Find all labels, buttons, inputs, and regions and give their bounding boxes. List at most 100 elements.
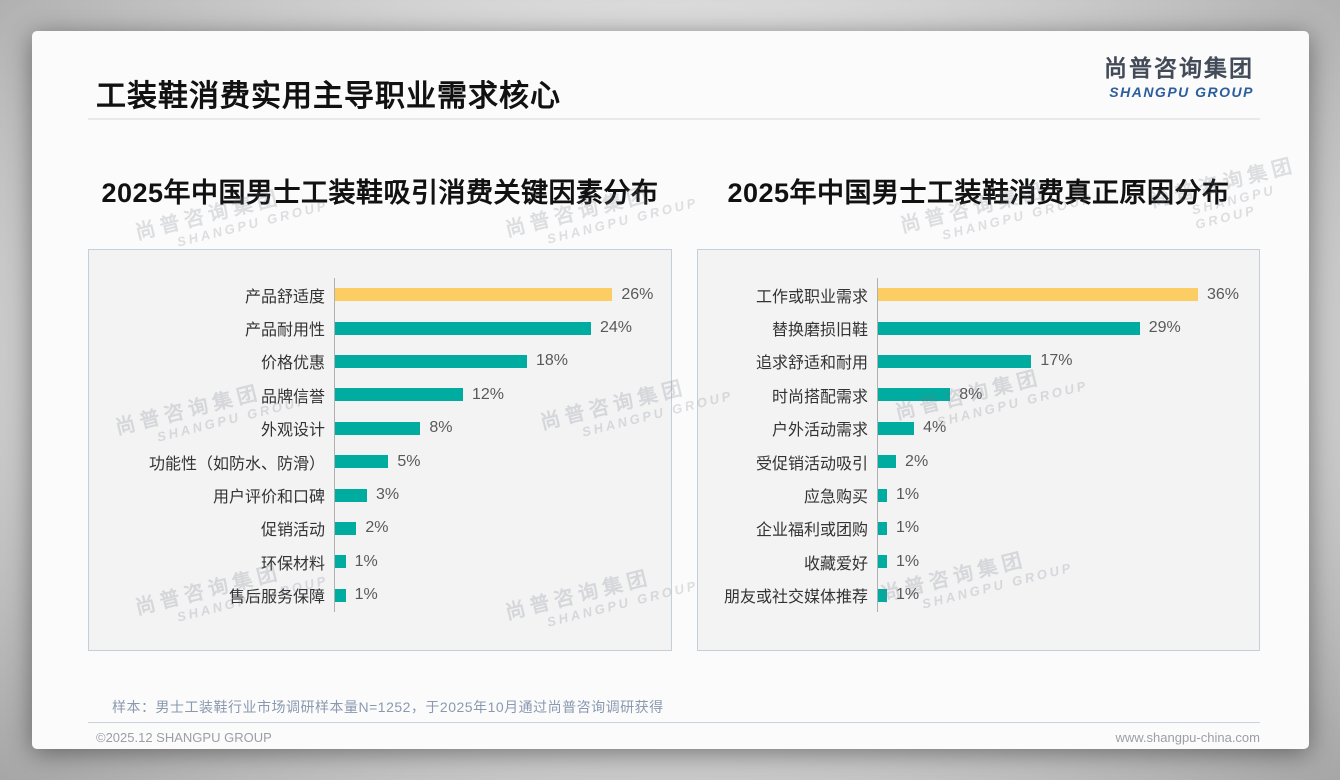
category-label: 功能性（如防水、防滑）: [148, 455, 325, 473]
value-label: 18%: [536, 352, 569, 370]
bar: [878, 321, 1140, 335]
chart-title-right: 2025年中国男士工装鞋消费真正原因分布: [727, 178, 1230, 208]
category-label: 环保材料: [260, 555, 325, 573]
value-label: 2%: [365, 519, 389, 537]
value-label: 4%: [923, 419, 947, 437]
bar-row: 企业福利或团购 1%: [698, 511, 1259, 546]
bar: [878, 488, 888, 502]
category-label: 追求舒适和耐用: [755, 355, 868, 373]
bar-row: 功能性（如防水、防滑） 5%: [89, 444, 671, 479]
category-label: 促销活动: [260, 522, 325, 540]
bar: [335, 455, 389, 469]
bar-row: 产品耐用性 24%: [89, 311, 671, 345]
bar: [878, 555, 888, 569]
value-label: 1%: [896, 486, 920, 504]
category-label: 朋友或社交媒体推荐: [723, 589, 868, 607]
value-label: 1%: [896, 519, 920, 537]
category-label: 收藏爱好: [803, 555, 868, 573]
company-logo: 尚普咨询集团 SHANGPU GROUP: [1104, 57, 1254, 100]
category-label: 外观设计: [260, 422, 325, 440]
value-label: 1%: [354, 586, 378, 604]
bar-row: 受促销活动吸引 2%: [698, 444, 1259, 479]
value-label: 26%: [621, 285, 654, 303]
bar-plot: 5%: [334, 444, 671, 479]
footer-row: ©2025.12 SHANGPU GROUP www.shangpu-china…: [88, 730, 1260, 745]
bar: [335, 555, 346, 569]
bar-plot: 26%: [334, 278, 671, 312]
chart-left: 产品舒适度 26% 产品耐用性 24% 价格优惠 18% 品牌信誉 12% 外观设计 8% 功能性（…: [88, 249, 672, 651]
bar: [878, 388, 951, 402]
value-label: 29%: [1148, 319, 1181, 337]
bar-row: 朋友或社交媒体推荐 1%: [698, 578, 1259, 612]
value-label: 24%: [600, 319, 633, 337]
category-label: 用户评价和口碑: [212, 489, 325, 507]
value-label: 17%: [1040, 352, 1073, 370]
category-label: 时尚搭配需求: [771, 388, 868, 406]
copyright-text: ©2025.12 SHANGPU GROUP: [96, 730, 272, 745]
bar-plot: 18%: [334, 344, 671, 379]
bar-row: 户外活动需求 4%: [698, 411, 1259, 445]
footer-divider: [88, 722, 1260, 723]
website-url: www.shangpu-china.com: [1115, 730, 1260, 745]
bar-plot: 1%: [877, 478, 1259, 512]
bar-row: 工作或职业需求 36%: [698, 278, 1259, 312]
bar: [878, 588, 888, 602]
header: 工装鞋消费实用主导职业需求核心 尚普咨询集团 SHANGPU GROUP: [88, 31, 1260, 120]
bar: [335, 521, 357, 535]
category-label: 品牌信誉: [260, 388, 325, 406]
sample-note: 样本：男士工装鞋行业市场调研样本量N=1252，于2025年10月通过尚普咨询调…: [112, 699, 664, 715]
page-title: 工装鞋消费实用主导职业需求核心: [96, 80, 561, 113]
bar-plot: 8%: [334, 411, 671, 445]
bar-row: 外观设计 8%: [89, 411, 671, 445]
bar-row: 时尚搭配需求 8%: [698, 378, 1259, 412]
bar-row: 售后服务保障 1%: [89, 578, 671, 612]
category-label: 产品舒适度: [244, 288, 325, 306]
value-label: 1%: [896, 586, 920, 604]
category-label: 户外活动需求: [771, 422, 868, 440]
bar-row: 环保材料 1%: [89, 545, 671, 579]
bar-plot: 2%: [877, 444, 1259, 479]
bar-row: 收藏爱好 1%: [698, 545, 1259, 579]
value-label: 1%: [354, 552, 378, 570]
bar: [335, 421, 421, 435]
bar-row: 品牌信誉 12%: [89, 378, 671, 412]
category-label: 受促销活动吸引: [755, 455, 868, 473]
logo-en-text: SHANGPU GROUP: [1109, 84, 1254, 100]
bar-row: 替换磨损旧鞋 29%: [698, 311, 1259, 345]
bar-plot: 1%: [877, 545, 1259, 579]
bar-plot: 1%: [877, 511, 1259, 546]
chart-right: 工作或职业需求 36% 替换磨损旧鞋 29% 追求舒适和耐用 17% 时尚搭配需求 8% 户外活…: [697, 249, 1260, 651]
bar-plot: 36%: [877, 278, 1259, 312]
bar-plot: 12%: [334, 378, 671, 412]
value-label: 1%: [896, 552, 920, 570]
bar-row: 促销活动 2%: [89, 511, 671, 546]
bar-plot: 24%: [334, 311, 671, 345]
bar-row: 应急购买 1%: [698, 478, 1259, 512]
bar: [335, 321, 591, 335]
bar-plot: 3%: [334, 478, 671, 512]
bar: [335, 354, 527, 368]
bar-plot: 1%: [334, 545, 671, 579]
bar-plot: 8%: [877, 378, 1259, 412]
category-label: 替换磨损旧鞋: [771, 322, 868, 340]
value-label: 12%: [472, 385, 505, 403]
charts-row: 产品舒适度 26% 产品耐用性 24% 价格优惠 18% 品牌信誉 12% 外观设计 8% 功能性（…: [88, 249, 1260, 651]
chart-title-left: 2025年中国男士工装鞋吸引消费关键因素分布: [101, 178, 659, 208]
bar-row: 产品舒适度 26%: [89, 278, 671, 312]
slide-card: 尚普咨询集团 SHANGPU GROUP 尚普咨询集团 SHANGPU GROUP 尚普…: [32, 31, 1309, 749]
bar: [878, 521, 888, 535]
value-label: 5%: [397, 452, 421, 470]
bar: [335, 588, 346, 602]
bar: [878, 288, 1198, 302]
bar-plot: 29%: [877, 311, 1259, 345]
category-label: 价格优惠: [260, 355, 325, 373]
bar-plot: 17%: [877, 344, 1259, 379]
bar: [335, 488, 367, 502]
bar-plot: 4%: [877, 411, 1259, 445]
chart-titles-row: 2025年中国男士工装鞋吸引消费关键因素分布 2025年中国男士工装鞋消费真正原…: [88, 171, 1260, 210]
value-label: 8%: [429, 419, 453, 437]
category-label: 售后服务保障: [228, 589, 325, 607]
bar: [335, 388, 463, 402]
bar: [878, 354, 1032, 368]
slide-content: 工装鞋消费实用主导职业需求核心 尚普咨询集团 SHANGPU GROUP 202…: [32, 31, 1309, 749]
